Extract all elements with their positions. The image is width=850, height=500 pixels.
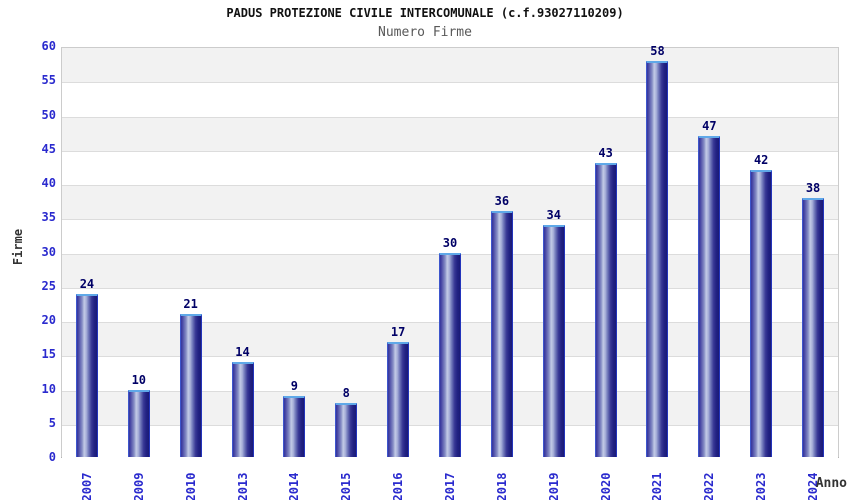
chart-title: PADUS PROTEZIONE CIVILE INTERCOMUNALE (c… [226,6,624,20]
bar-value-label: 36 [494,194,510,209]
plot-band [62,48,838,83]
x-tick-label: 2007 [79,472,94,500]
y-tick-label: 15 [41,347,56,362]
bar-value-label: 9 [290,379,298,394]
bar-value-label: 24 [79,276,95,291]
bar-value-label: 8 [342,386,350,401]
gridline [62,82,838,84]
bar-value-label: 17 [390,324,406,339]
x-axis-title: Anno [815,476,847,491]
x-tick-label: 2017 [443,472,457,500]
plot-band [62,150,838,185]
gridline [62,185,838,186]
y-tick-label: 0 [48,450,56,464]
y-tick-label: 55 [41,73,56,88]
bar-value-label: 34 [546,208,561,223]
bar-value-label: 10 [131,372,147,387]
x-tick-label: 2022 [702,472,717,500]
bar-2022 [698,136,721,457]
y-tick-label: 40 [41,176,56,190]
x-tick-label: 2014 [287,472,302,500]
bar-value-label: 42 [753,153,769,168]
bar-2018 [490,211,513,457]
bar-value-label: 30 [442,235,458,250]
bar-2016 [387,341,410,457]
x-tick-label: 2016 [391,472,406,500]
bar-value-label: 14 [235,345,250,360]
gridline [62,219,838,221]
bar-2009 [127,389,150,457]
bar-2015 [335,403,358,457]
x-tick-label: 2018 [494,472,509,500]
gridline [62,150,838,152]
bar-2014 [283,396,306,457]
y-tick-label: 30 [41,244,56,259]
bar-2007 [75,293,98,457]
y-tick-label: 10 [41,381,56,396]
gridline [62,116,838,118]
bar-2023 [750,170,773,457]
x-tick-label: 2009 [131,472,146,500]
x-tick-label: 2020 [598,472,613,500]
x-tick-label: 2015 [339,472,354,500]
plot-band [62,82,838,117]
y-tick-label: 5 [48,415,56,430]
bar-value-label: 47 [702,119,717,134]
y-tick-label: 45 [41,141,56,156]
bar-value-label: 38 [805,180,821,195]
bar-value-label: 58 [650,43,665,58]
bar-2010 [179,314,202,457]
x-tick-label: 2013 [235,472,250,500]
bar-2017 [439,252,461,457]
plot-band [62,185,838,220]
y-tick-label: 50 [41,107,56,122]
y-tick-label: 25 [41,278,56,293]
bar-2020 [594,163,617,457]
y-tick-label: 60 [41,39,56,53]
x-tick-label: 2023 [754,472,769,500]
y-axis-title: Firme [11,228,25,266]
bar-value-label: 21 [183,297,198,312]
x-tick-label: 2021 [650,472,665,500]
chart-subtitle: Numero Firme [378,25,472,40]
bar-2024 [802,197,825,457]
bar-2021 [646,60,669,457]
y-tick-label: 20 [41,313,56,327]
y-tick-label: 35 [41,210,56,225]
x-tick-label: 2019 [546,472,561,500]
x-tick-label: 2010 [183,472,198,500]
bar-2019 [542,225,565,457]
bar-value-label: 43 [598,146,613,161]
bar-2013 [231,362,254,457]
